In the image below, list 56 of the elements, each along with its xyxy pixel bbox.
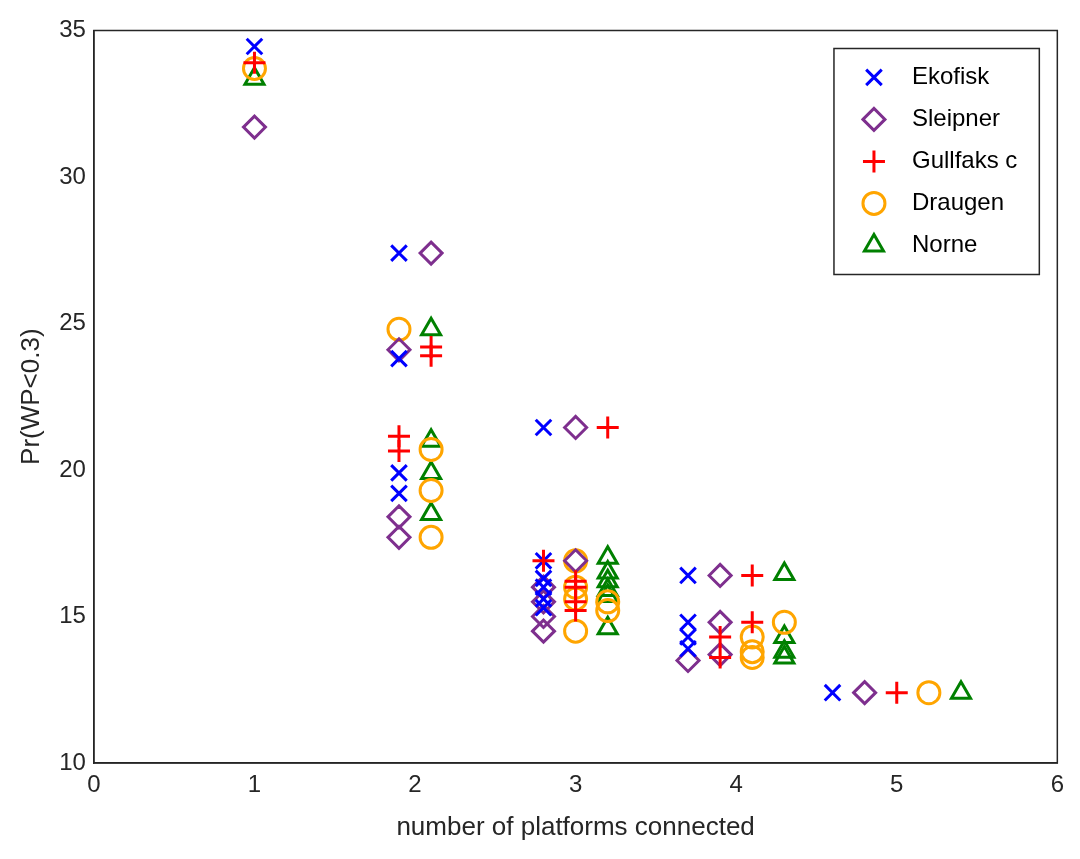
legend-label: Norne [911,230,978,258]
point [418,477,444,503]
y-tick-label: 25 [59,308,86,336]
point [595,598,621,624]
point [678,566,698,585]
point [739,645,765,671]
point [741,564,764,587]
point [709,625,732,648]
x-tick-label: 2 [408,770,422,798]
x-tick-label: 4 [729,770,743,798]
y-tick-label: 10 [59,747,86,775]
point [418,524,444,550]
point [852,680,878,706]
x-tick-label: 5 [890,770,904,798]
y-tick-label: 35 [59,15,86,43]
point [563,414,589,440]
point [707,609,733,635]
x-axis-title: number of platforms connected [396,810,755,841]
x-tick-label: 6 [1050,770,1065,798]
point [564,599,587,622]
y-tick-label: 15 [59,601,86,629]
point [386,524,412,550]
point [739,624,765,650]
y-tick-label: 30 [59,161,86,189]
x-tick-label: 3 [568,770,583,798]
x-tick-label: 1 [247,770,262,798]
point [916,680,942,706]
point [418,436,444,462]
point [241,56,267,81]
point [418,240,444,266]
point [245,37,264,56]
y-tick-label: 20 [59,454,86,482]
point [741,611,764,634]
y-axis-title: Pr(WP<0.3) [14,328,45,465]
point [739,639,765,665]
legend-label: Ekofisk [911,62,991,90]
point [563,618,589,644]
point [531,618,556,644]
point [389,243,409,263]
point [595,589,621,615]
point [823,683,842,702]
point [420,344,443,367]
point [241,114,267,140]
point [386,316,412,342]
point [596,416,619,439]
point [534,418,553,437]
x-tick-label: 0 [87,770,101,798]
point [243,51,266,74]
point [885,681,908,704]
point [771,609,797,635]
legend-label: Sleipner [911,104,1001,132]
point [707,562,733,588]
legend-label: Draugen [911,188,1005,216]
point [387,439,410,462]
legend-label: Gullfaks c [911,146,1018,174]
point [386,504,412,530]
